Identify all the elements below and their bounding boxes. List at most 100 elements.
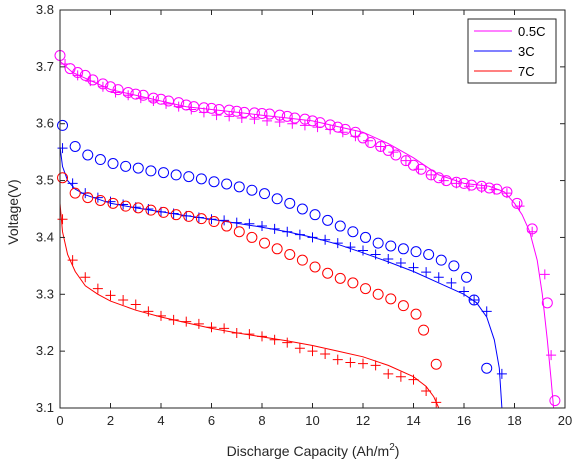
plus-marker-05c [527, 226, 538, 237]
plus-marker-3c [408, 262, 419, 273]
x-tick-label: 6 [208, 413, 215, 428]
y-tick-label: 3.4 [36, 229, 54, 244]
plus-marker-05c [161, 98, 172, 109]
circle-marker-05c [390, 149, 402, 161]
plus-marker-7c [156, 310, 166, 321]
x-tick-label: 16 [457, 413, 471, 428]
circle-marker-05c [307, 115, 318, 127]
series-05c [54, 49, 561, 409]
circle-marker-7c [296, 254, 308, 266]
circle-marker-3c [120, 160, 132, 172]
circle-marker-7c [246, 231, 258, 243]
circle-marker-7c [158, 206, 170, 218]
circle-marker-3c [360, 231, 372, 243]
plus-marker-05c [514, 201, 525, 212]
circle-marker-7c [430, 358, 442, 370]
circle-marker-3c [221, 178, 233, 190]
circle-marker-3c [372, 237, 384, 249]
plus-marker-05c [262, 115, 273, 126]
circle-marker-3c [322, 214, 334, 226]
plus-marker-05c [224, 111, 235, 122]
plus-marker-3c [57, 143, 68, 154]
plus-marker-05c [110, 87, 121, 98]
plus-marker-05c [337, 127, 348, 138]
plus-marker-7c [257, 331, 267, 342]
circle-marker-7c [347, 277, 359, 289]
circle-marker-3c [107, 158, 119, 170]
circle-marker-7c [69, 187, 81, 199]
plus-marker-3c [294, 229, 305, 240]
plus-marker-05c [539, 269, 550, 280]
plus-marker-7c [118, 294, 129, 305]
series-3c [57, 119, 507, 409]
x-tick-label: 14 [406, 413, 420, 428]
x-tick-label: 0 [56, 413, 63, 428]
plus-marker-3c [320, 234, 331, 245]
plus-marker-05c [413, 164, 424, 175]
circle-marker-3c [410, 246, 422, 258]
circle-marker-3c [309, 209, 321, 221]
plus-marker-7c [307, 346, 318, 357]
circle-marker-7c [385, 293, 397, 305]
plus-marker-05c [135, 93, 146, 104]
circle-marker-7c [120, 200, 132, 212]
series-layer [54, 49, 561, 409]
circle-marker-3c [158, 167, 170, 179]
legend: 0.5C 3C 7C [467, 18, 557, 84]
x-axis-title-main: Discharge Capacity (Ah/m [227, 443, 390, 459]
circle-marker-7c [57, 172, 69, 184]
x-axis-title: Discharge Capacity (Ah/m2) [227, 442, 400, 459]
plus-marker-7c [345, 357, 356, 368]
circle-marker-7c [132, 202, 144, 214]
plus-marker-3c [358, 245, 368, 256]
plus-marker-05c [438, 175, 449, 186]
circle-marker-3c [145, 165, 157, 177]
circle-marker-3c [57, 119, 69, 131]
x-tick-label: 18 [507, 413, 521, 428]
x-tick-label: 12 [356, 413, 370, 428]
circle-marker-7c [94, 194, 106, 206]
plus-marker-3c [496, 368, 507, 379]
circle-marker-3c [208, 176, 220, 188]
plus-marker-3c [244, 218, 255, 229]
plus-marker-05c [501, 188, 512, 199]
plus-marker-05c [173, 101, 184, 112]
plus-marker-7c [370, 360, 381, 371]
circle-marker-3c [385, 240, 397, 252]
plus-marker-05c [451, 178, 462, 189]
plus-marker-7c [206, 322, 217, 333]
circle-marker-3c [82, 149, 94, 161]
plus-marker-7c [421, 385, 432, 396]
circle-marker-3c [94, 154, 106, 166]
plus-marker-7c [431, 397, 442, 408]
circle-marker-3c [296, 203, 308, 215]
plus-marker-05c [186, 104, 197, 115]
x-axis-title-tail: ) [395, 443, 400, 459]
plus-marker-7c [181, 316, 192, 327]
plus-marker-05c [363, 135, 374, 146]
circle-marker-7c [334, 272, 346, 284]
plus-marker-7c [294, 343, 305, 354]
plus-marker-05c [72, 70, 83, 81]
circle-marker-3c [271, 193, 283, 205]
circle-marker-7c [271, 243, 283, 255]
circle-marker-7c [107, 197, 119, 209]
circle-marker-05c [256, 107, 268, 119]
y-axis-title: Voltage(V) [5, 179, 21, 244]
plus-marker-05c [198, 107, 209, 118]
x-tick-label: 2 [107, 413, 114, 428]
circle-marker-05c [511, 197, 523, 209]
circle-marker-3c [259, 188, 271, 200]
circle-marker-05c [549, 395, 561, 407]
circle-marker-05c [137, 89, 149, 101]
plus-marker-7c [358, 358, 368, 369]
circle-marker-7c [233, 226, 245, 238]
circle-marker-05c [365, 136, 377, 148]
plus-marker-05c [350, 131, 361, 142]
legend-label-7c: 7C [518, 64, 535, 79]
plus-marker-05c [426, 169, 437, 180]
plus-marker-05c [123, 90, 134, 101]
plus-marker-3c [282, 226, 293, 237]
circle-marker-7c [82, 192, 94, 204]
